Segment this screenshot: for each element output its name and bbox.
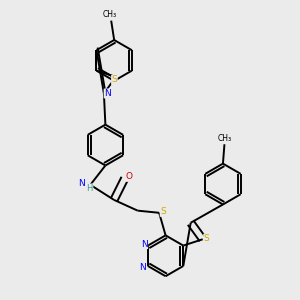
Text: S: S <box>204 234 209 243</box>
Text: H: H <box>87 184 93 193</box>
Text: S: S <box>160 207 166 216</box>
Text: CH₃: CH₃ <box>103 10 117 19</box>
Text: N: N <box>141 240 148 249</box>
Text: CH₃: CH₃ <box>218 134 232 143</box>
Text: N: N <box>104 89 111 98</box>
Text: N: N <box>78 179 85 188</box>
Text: O: O <box>125 172 132 182</box>
Text: S: S <box>112 75 117 84</box>
Text: N: N <box>139 263 146 272</box>
